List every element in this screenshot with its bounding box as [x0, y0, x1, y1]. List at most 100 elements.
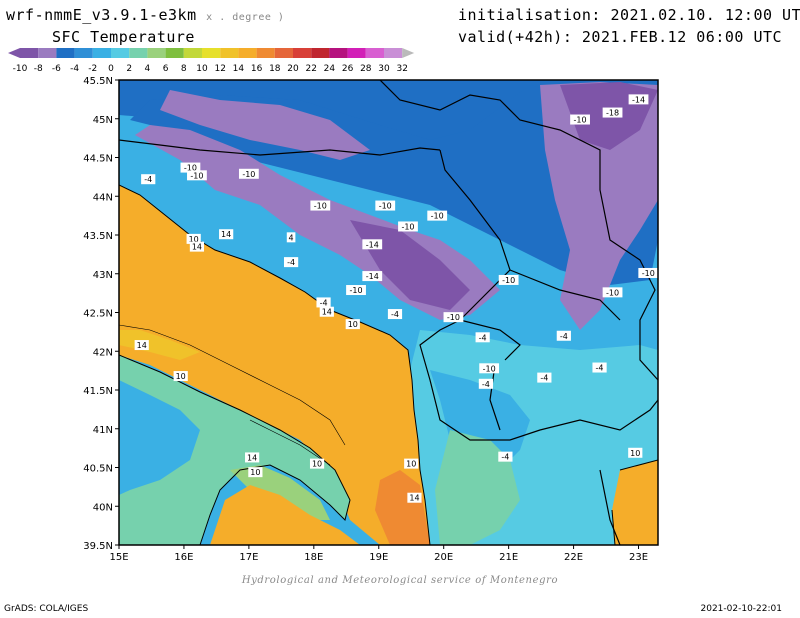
contour-label-box: [498, 451, 513, 462]
italy-cool-patch: [119, 380, 200, 495]
contour-label: -4: [540, 374, 548, 383]
lon-tick-label: 15E: [109, 552, 128, 563]
temperature-map: -14-18-10-10-10 -10-4-10 -10-10-10-14-4-14…: [83, 76, 659, 563]
contour-label-box: [638, 267, 659, 278]
colorbar-swatch: [293, 48, 312, 58]
contour-line-14: [119, 324, 346, 446]
init-value: 2021.02.10. 12:00 UTC: [610, 6, 800, 24]
colorbar-swatch: [347, 48, 366, 58]
contour-label: -10: [574, 116, 587, 125]
warm-sea-patch: [375, 470, 430, 545]
lat-tick-label: 42.5N: [83, 309, 113, 320]
contour-label-box: [498, 274, 519, 285]
contour-label-box: [248, 467, 263, 478]
colorbar-tick-label: -10: [13, 64, 28, 73]
colorbar-swatch: [38, 48, 57, 58]
contour-label: -4: [482, 380, 490, 389]
colorbar-tick-label: 2: [126, 64, 132, 73]
lat-tick-label: 39.5N: [83, 541, 113, 552]
contour-label-box: [628, 447, 643, 458]
country-borders-2: [419, 149, 658, 441]
valid-value: 2021.FEB.12 06:00 UTC: [581, 28, 783, 46]
contour-label: -10: [184, 164, 197, 173]
contour-label-box: [189, 241, 205, 252]
lon-tick-label: 20E: [434, 552, 453, 563]
contour-label-box: [602, 287, 623, 298]
colorbar-swatch: [256, 48, 275, 58]
colorbar-tick-label: 22: [305, 64, 316, 73]
colorbar-left-arrow: [8, 48, 20, 58]
contour-label-box: [346, 285, 366, 296]
render-timestamp: 2021-02-10-22:01: [700, 604, 783, 614]
colorbar-swatch: [238, 48, 257, 58]
contour-label-box: [180, 162, 201, 173]
contour-label: -10: [483, 364, 496, 373]
colorbar-tick-label: 26: [342, 64, 354, 73]
contour-label: -10: [606, 288, 619, 297]
contour-labels: -14-18-10-10-10 -10-4-10 -10-10-10-14-4-14…: [134, 94, 659, 503]
contour-label-box: [443, 312, 464, 323]
colorbar-tick-label: 18: [269, 64, 281, 73]
contour-label: 4: [289, 233, 294, 242]
contour-label-box: [238, 168, 259, 179]
contour-label-box: [173, 371, 188, 382]
colorbar-tick-label: 28: [360, 64, 372, 73]
colorbar-swatch: [183, 48, 202, 58]
contour-label-box: [134, 340, 149, 351]
contour-label: 10: [189, 235, 199, 244]
contour-label: -10: [447, 313, 460, 322]
colorbar-tick-label: 32: [396, 64, 407, 73]
contour-label-box: [310, 200, 331, 211]
contour-label: 10: [250, 468, 260, 477]
contour-label: 14: [192, 243, 202, 252]
lon-tick-label: 21E: [499, 552, 518, 563]
colorbar-swatch: [111, 48, 130, 58]
contour-label-box: [387, 309, 403, 320]
colorbar-tick-label: 30: [378, 64, 390, 73]
contour-label: -4: [501, 453, 509, 462]
contour-label: 14: [221, 230, 231, 239]
colorbar-swatch: [74, 48, 93, 58]
lat-tick-label: 41N: [93, 425, 113, 436]
lat-tick-label: 43N: [93, 270, 113, 281]
contour-label: 10: [406, 460, 416, 469]
lon-tick-label: 16E: [174, 552, 193, 563]
contour-label-box: [283, 257, 299, 268]
lat-tick-label: 41.5N: [83, 386, 113, 397]
contour-label-box: [628, 94, 649, 105]
colorbar-swatch: [92, 48, 111, 58]
software-credit: GrADS: COLA/IGES: [4, 604, 89, 614]
contour-label-box: [427, 210, 448, 221]
italy-warm-patch: [230, 465, 330, 520]
contour-label-box: [570, 114, 590, 125]
contour-label: 14: [137, 341, 147, 350]
colorbar-tick-label: 14: [233, 64, 245, 73]
contour-label-box: [316, 297, 331, 308]
credit-line: Hydrological and Meteorological service …: [241, 575, 559, 586]
contour-label-box: [537, 372, 552, 383]
contour-label: -10: [642, 269, 655, 278]
colorbar-tick-label: 24: [324, 64, 336, 73]
colorbar-tick-label: -6: [52, 64, 61, 73]
colorbar-swatch: [329, 48, 348, 58]
contour-label: -14: [632, 95, 645, 104]
contour-label: -10: [379, 202, 392, 211]
valid-label: valid(+42h):: [458, 28, 573, 46]
colorbar-swatch: [384, 48, 403, 58]
colorbar-tick-label: -4: [70, 64, 79, 73]
variable-title: SFC Temperature: [52, 28, 195, 46]
lat-tick-label: 40.5N: [83, 464, 113, 475]
contour-label-box: [141, 174, 156, 185]
colorbar-tick-label: 16: [251, 64, 263, 73]
temperature-colorbar: -10 -8 -6 -4 -2 0 2 4 6 8 10 12 14 16 18 20 22 24 26 28 30 32: [8, 48, 415, 73]
lat-tick-label: 45.5N: [83, 76, 113, 87]
colorbar-swatch: [56, 48, 75, 58]
contour-label: 14: [409, 494, 419, 503]
contour-label-box: [475, 332, 490, 343]
colorbar-swatch: [147, 48, 166, 58]
purple-region-2: [160, 90, 370, 160]
colorbar-tick-label: 6: [163, 64, 169, 73]
contour-label: -4: [560, 332, 568, 341]
init-time: initialisation: 2021.02.10. 12:00 UTC: [458, 6, 800, 24]
colorbar-tick-label: 0: [108, 64, 114, 73]
